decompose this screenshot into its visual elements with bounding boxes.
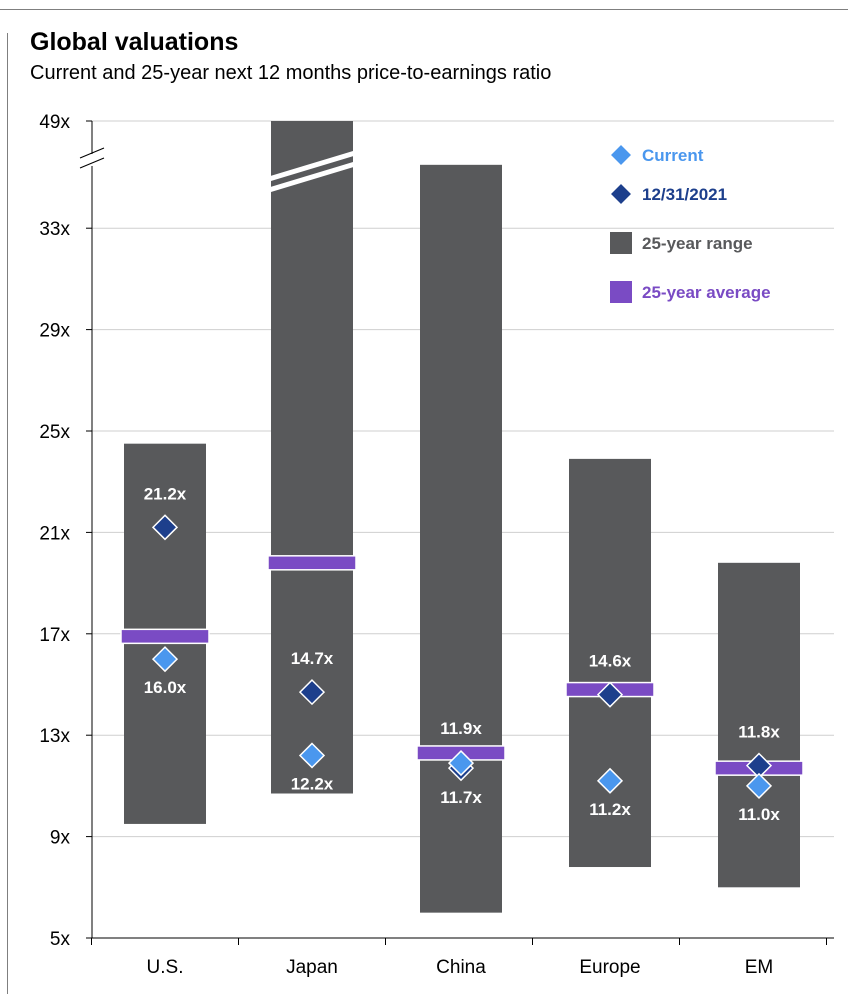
y-tick-label: 21x — [39, 523, 70, 544]
axis-break-mark — [79, 147, 105, 159]
dec2021-data-label: 14.7x — [291, 649, 334, 668]
legend-swatch-dec2021 — [608, 181, 634, 207]
y-tick-label: 49x — [39, 112, 70, 133]
dec2021-data-label: 14.6x — [589, 652, 632, 671]
chart-title: Global valuations — [30, 28, 239, 56]
bar-break-mark — [268, 150, 356, 182]
x-tick-label: China — [436, 957, 486, 978]
y-tick-label: 29x — [39, 321, 70, 342]
legend-label: 25-year range — [642, 234, 753, 253]
current-data-label: 11.9x — [440, 719, 482, 738]
legend-swatch-range — [610, 232, 632, 254]
legend-swatch-current — [608, 142, 634, 168]
average-marker — [120, 628, 210, 645]
x-tick-label: Japan — [286, 957, 338, 978]
current-marker — [447, 750, 475, 777]
dec2021-marker — [298, 679, 326, 706]
current-marker — [151, 646, 179, 673]
y-tick-label: 13x — [39, 726, 70, 747]
dec2021-data-label: 21.2x — [144, 484, 187, 503]
legend-label: 12/31/2021 — [642, 185, 727, 204]
top-rule — [0, 9, 848, 10]
axis-break-mark — [79, 157, 105, 169]
range-bar — [420, 164, 502, 913]
y-tick-label: 9x — [50, 828, 71, 849]
current-data-label: 12.2x — [291, 774, 334, 793]
current-data-label: 11.0x — [738, 805, 780, 824]
dec2021-data-label: 11.7x — [440, 788, 482, 807]
current-data-label: 11.2x — [589, 800, 631, 819]
range-bar — [718, 562, 800, 888]
y-tick-label: 25x — [39, 422, 70, 443]
range-bar — [569, 458, 651, 868]
current-marker — [596, 767, 624, 794]
average-marker — [267, 555, 357, 571]
bar-break-mark — [268, 161, 356, 193]
y-tick-label: 5x — [50, 929, 71, 950]
x-tick-label: U.S. — [147, 957, 184, 978]
chart-subtitle: Current and 25-year next 12 months price… — [30, 62, 552, 84]
legend-label: 25-year average — [642, 283, 771, 302]
y-tick-label: 33x — [39, 219, 70, 240]
y-tick-label: 17x — [39, 625, 70, 646]
x-tick-label: EM — [745, 957, 774, 978]
dec2021-marker — [151, 514, 179, 541]
dec2021-marker — [596, 681, 624, 708]
left-rule — [7, 33, 8, 994]
legend-swatch-average — [610, 281, 632, 303]
current-marker — [298, 742, 326, 769]
current-marker — [745, 772, 773, 799]
current-data-label: 16.0x — [144, 678, 187, 697]
axis-break-gap — [82, 154, 102, 166]
dec2021-data-label: 11.8x — [738, 723, 780, 742]
legend-label: Current — [642, 146, 704, 165]
x-tick-label: Europe — [579, 957, 640, 978]
